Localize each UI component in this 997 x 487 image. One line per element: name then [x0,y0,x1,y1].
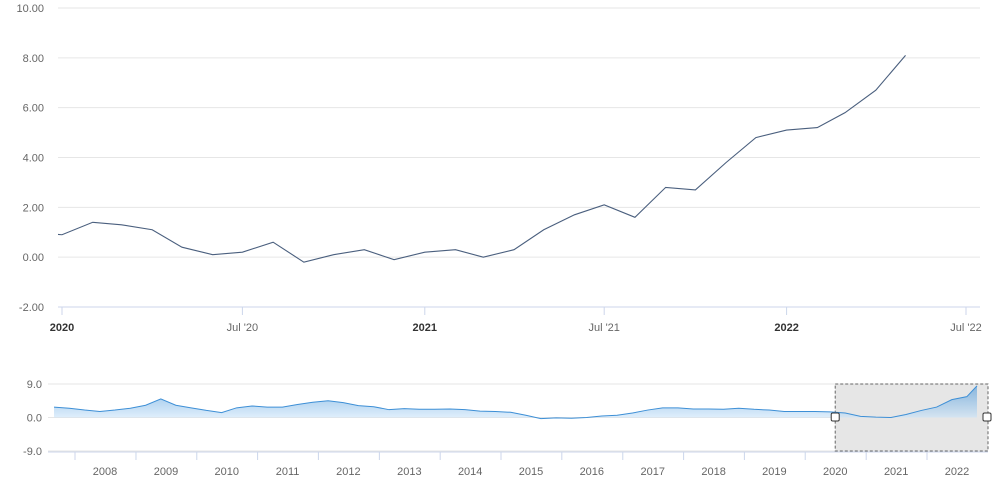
y-tick-label: 4.00 [23,153,44,165]
data-point[interactable] [90,220,95,225]
data-point[interactable] [572,212,577,217]
data-point[interactable] [541,227,546,232]
navigator-chart[interactable]: -9.00.09.0 2008 2009 2010 2011 2012 2013 2014 2… [23,379,992,478]
main-y-axis: -2.00 0.00 2.00 4.00 6.00 8.00 10.00 [16,3,44,314]
main-series-line[interactable] [31,54,906,263]
data-point[interactable] [240,250,245,255]
data-point[interactable] [331,252,336,257]
navigator-handle-left[interactable] [830,412,840,422]
main-series[interactable] [31,53,908,265]
y-tick-label: 6.00 [23,103,44,115]
navigator-x-tick-label: 2010 [215,466,239,478]
data-point[interactable] [632,215,637,220]
data-point[interactable] [724,160,729,165]
data-point[interactable] [481,255,486,260]
data-point[interactable] [784,128,789,133]
navigator-x-tick-label: 2013 [397,466,421,478]
data-point[interactable] [843,110,848,115]
y-tick-label: -2.00 [19,302,44,314]
navigator-x-tick-label: 2018 [701,466,725,478]
navigator-line [53,385,978,420]
navigator-x-tick-label: 2012 [336,466,360,478]
data-point[interactable] [150,227,155,232]
y-tick-label: 10.00 [16,3,44,15]
y-tick-label: 2.00 [23,202,44,214]
navigator-series [53,385,978,420]
navigator-handle-right[interactable] [982,412,992,422]
navigator-x-tick-label: 2015 [519,466,543,478]
navigator-x-tick-label: 2019 [762,466,786,478]
y-tick-label: 0.00 [23,252,44,264]
navigator-area [54,385,977,419]
data-point[interactable] [392,257,397,262]
navigator-x-tick-label: 2020 [823,466,847,478]
navigator-x-tick-label: 2011 [276,466,300,478]
data-point[interactable] [301,260,306,265]
data-point[interactable] [512,247,517,252]
navigator-x-tick-label: 2022 [945,466,969,478]
data-point[interactable] [60,232,65,237]
x-tick-label: 2021 [413,322,437,334]
navigator-y-axis: -9.0 0.0 9.0 [23,379,42,458]
navigator-y-tick-label: 0.0 [27,413,42,425]
data-point[interactable] [179,245,184,250]
data-point[interactable] [815,125,820,130]
data-point[interactable] [422,250,427,255]
x-tick-label: Jul '22 [950,322,981,334]
data-point[interactable] [873,88,878,93]
data-point[interactable] [210,252,215,257]
main-x-axis: 2020 Jul '20 2021 Jul '21 2022 Jul '22 [50,306,982,334]
navigator-x-tick-label: 2014 [458,466,482,478]
navigator-x-tick-label: 2021 [884,466,908,478]
navigator-x-tick-label: 2016 [580,466,604,478]
x-tick-label: Jul '20 [227,322,258,334]
data-point[interactable] [453,247,458,252]
navigator-y-tick-label: -9.0 [23,446,42,458]
navigator-x-tick-label: 2008 [93,466,117,478]
data-point[interactable] [663,185,668,190]
navigator-x-tick-label: 2017 [641,466,665,478]
data-point[interactable] [753,135,758,140]
main-chart: -2.00 0.00 2.00 4.00 6.00 8.00 10.00 2020 Jul '… [16,3,981,334]
data-point[interactable] [693,187,698,192]
navigator-x-axis: 2008 2009 2010 2011 2012 2013 2014 2015 2016 2017… [48,451,988,478]
data-point[interactable] [271,240,276,245]
x-tick-label: Jul '21 [588,322,619,334]
main-grid [58,7,980,308]
navigator-handles[interactable] [830,412,992,422]
data-point[interactable] [903,53,908,58]
data-point[interactable] [602,202,607,207]
x-tick-label: 2020 [50,322,74,334]
navigator-x-tick-label: 2009 [154,466,178,478]
y-tick-label: 8.00 [23,53,44,65]
navigator-y-tick-label: 9.0 [27,379,42,391]
data-point[interactable] [119,222,124,227]
x-tick-label: 2022 [774,322,798,334]
data-point[interactable] [362,247,367,252]
